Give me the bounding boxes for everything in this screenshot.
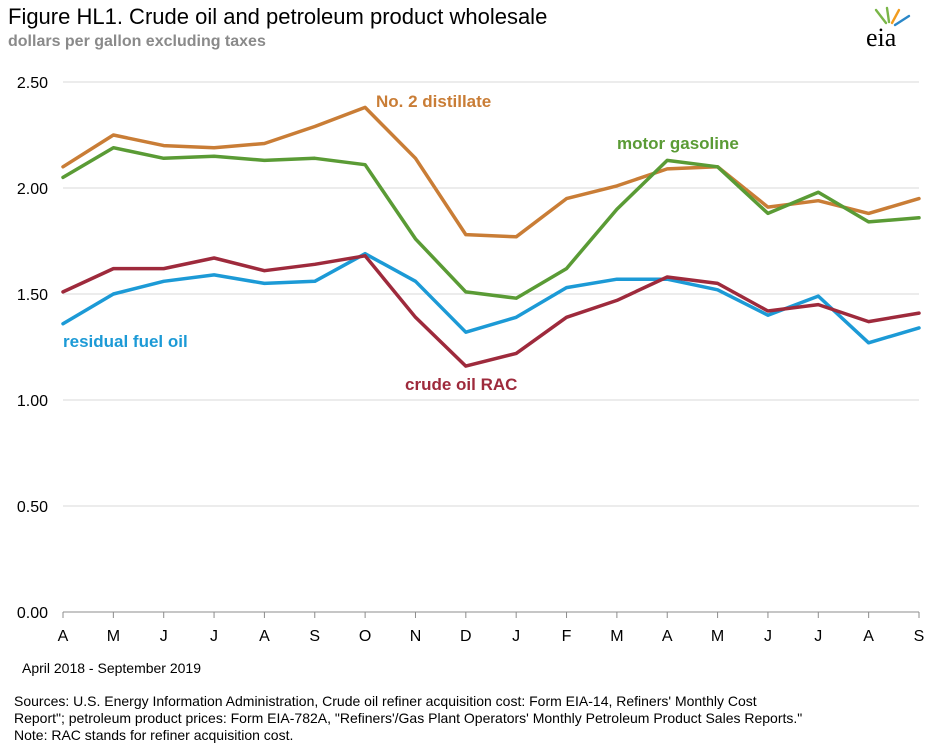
- series-line-crude-oil-rac: [61, 254, 921, 368]
- series-line-no-2-distillate: [61, 105, 921, 239]
- y-tick-label: 0.00: [17, 605, 48, 622]
- sources-line: Sources: U.S. Energy Information Adminis…: [14, 693, 757, 709]
- figure-title: Figure HL1. Crude oil and petroleum prod…: [8, 4, 548, 29]
- y-tick-label: 1.50: [17, 287, 48, 304]
- y-tick-label: 2.50: [17, 75, 48, 92]
- x-tick-label: M: [107, 628, 120, 645]
- x-tick-label: D: [460, 628, 472, 645]
- series-lines: [61, 105, 921, 368]
- sunburst-icon: [874, 6, 911, 27]
- y-axis: 0.00 0.50 1.00 1.50 2.00 2.50: [17, 75, 48, 622]
- logo-ray: [885, 6, 891, 24]
- sources-note: Sources: U.S. Energy Information Adminis…: [14, 693, 926, 744]
- series-label-no-2-distillate: No. 2 distillate: [376, 92, 491, 111]
- x-tick-label: A: [58, 628, 69, 645]
- line-chart: 0.00 0.50 1.00 1.50 2.00 2.50 A M J J A S O N D J F M A M J…: [17, 75, 925, 645]
- gridlines: [63, 81, 919, 507]
- x-tick-label: S: [309, 628, 320, 645]
- x-tick-label: S: [914, 628, 925, 645]
- x-tick-label: J: [764, 628, 772, 645]
- x-tick-label: A: [662, 628, 673, 645]
- x-tick-label: F: [562, 628, 572, 645]
- x-tick-label: M: [711, 628, 724, 645]
- eia-logo: eia: [866, 6, 911, 50]
- x-tick-label: A: [863, 628, 874, 645]
- date-range-note: April 2018 - September 2019: [22, 660, 201, 676]
- x-tick-label: M: [610, 628, 623, 645]
- x-tick-label: A: [259, 628, 270, 645]
- logo-ray: [893, 14, 911, 27]
- series-labels: No. 2 distillate motor gasoline residual f…: [63, 92, 739, 394]
- series-label-crude-oil-rac: crude oil RAC: [405, 375, 517, 394]
- series-label-residual-fuel-oil: residual fuel oil: [63, 332, 188, 351]
- series-label-motor-gasoline: motor gasoline: [617, 134, 739, 153]
- y-tick-label: 0.50: [17, 499, 48, 516]
- figure-subtitle: dollars per gallon excluding taxes: [8, 33, 266, 50]
- x-tick-label: J: [210, 628, 218, 645]
- logo-ray: [890, 8, 901, 25]
- x-tick-label: J: [160, 628, 168, 645]
- x-tick-label: J: [512, 628, 520, 645]
- series-line-motor-gasoline: [61, 145, 921, 300]
- x-tick-label: O: [359, 628, 371, 645]
- y-tick-label: 1.00: [17, 393, 48, 410]
- x-tick-label: N: [410, 628, 422, 645]
- sources-line: Report"; petroleum product prices: Form …: [14, 710, 803, 726]
- logo-text: eia: [866, 23, 897, 50]
- y-tick-label: 2.00: [17, 181, 48, 198]
- note-line: Note: RAC stands for refiner acquisition…: [14, 727, 294, 743]
- series-line-residual-fuel-oil: [61, 251, 921, 345]
- x-tick-label: J: [814, 628, 822, 645]
- logo-ray: [874, 8, 888, 25]
